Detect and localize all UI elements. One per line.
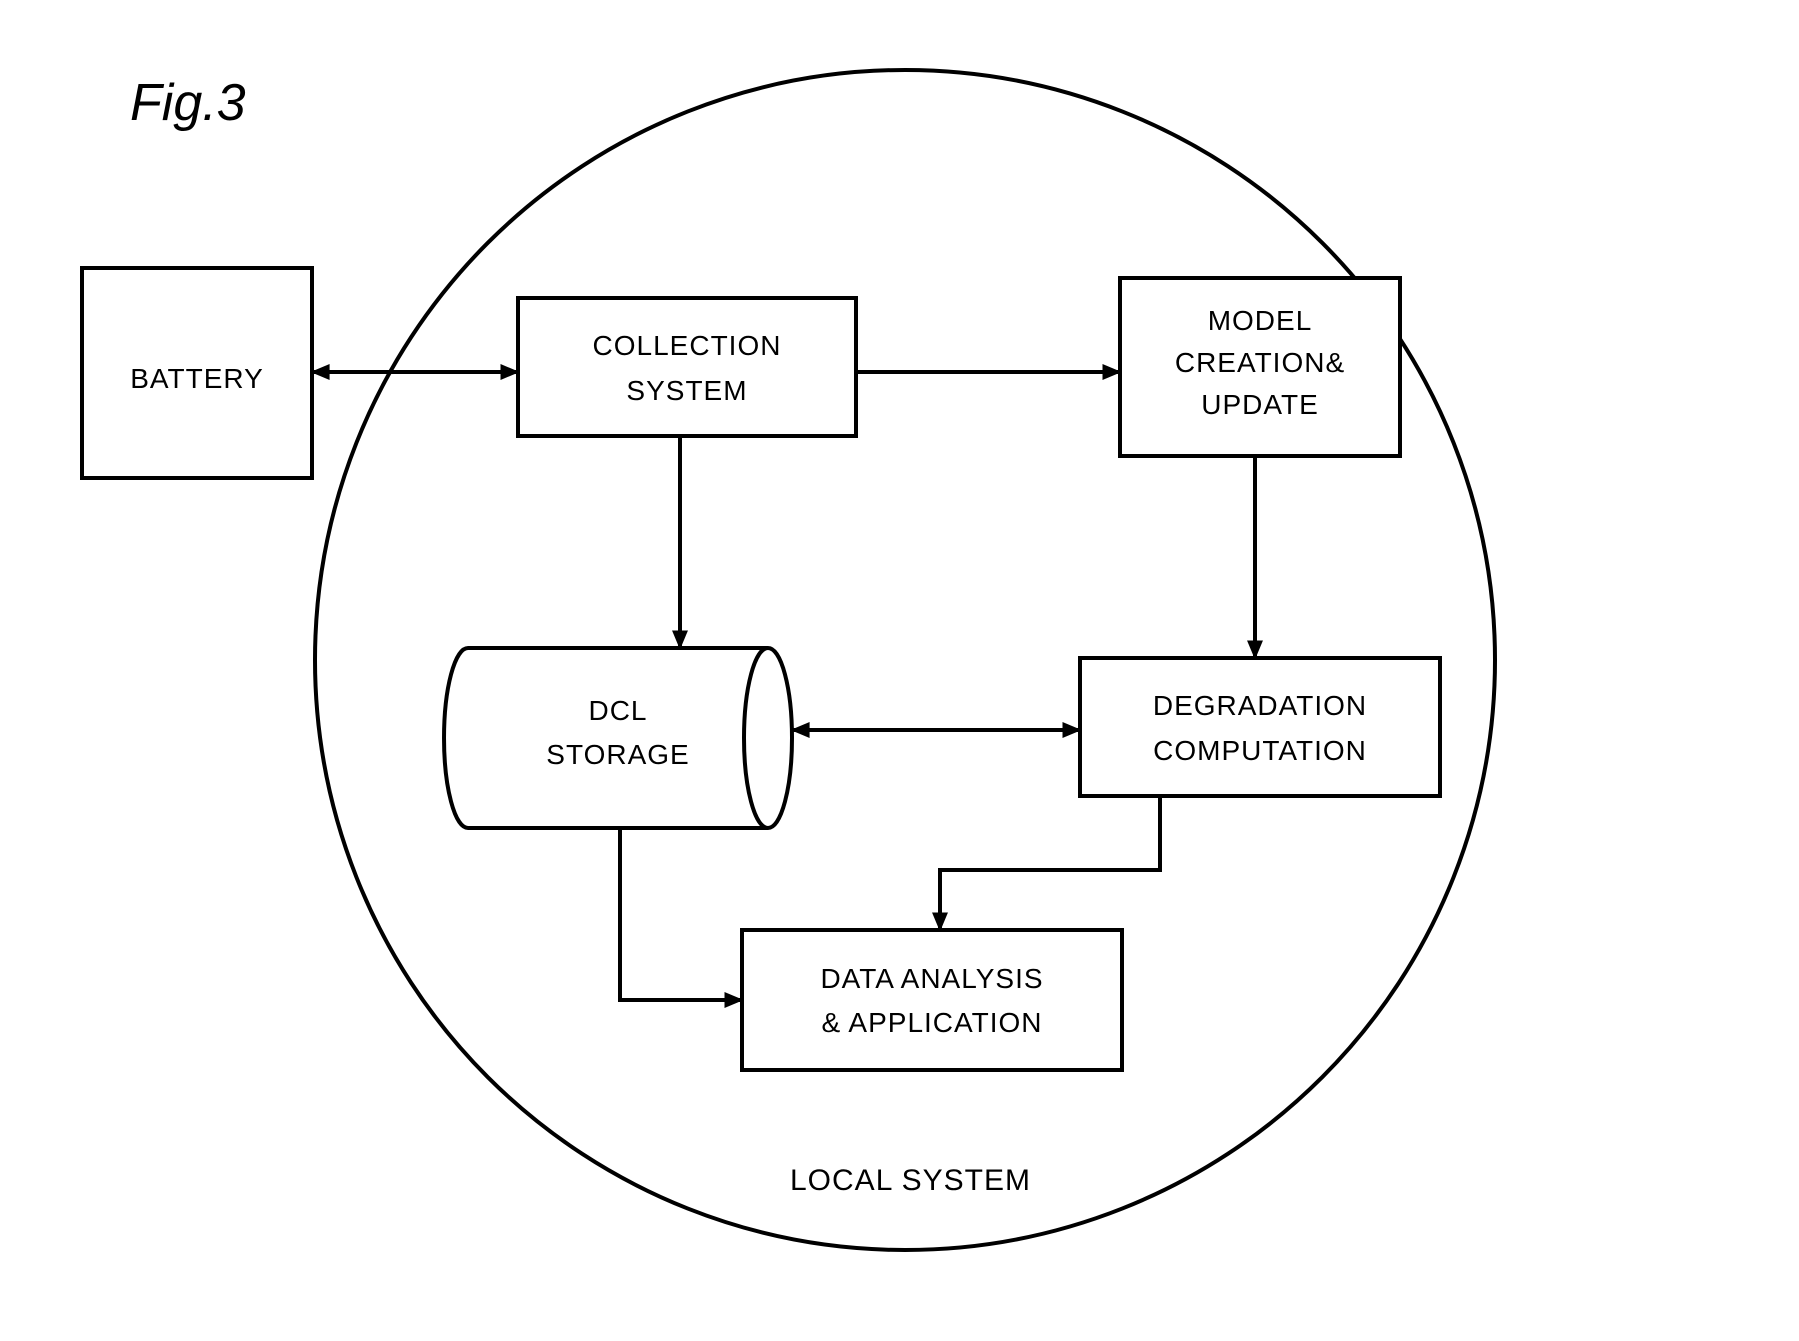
node-degradation: DEGRADATION COMPUTATION	[1080, 658, 1440, 796]
edge-dcl-to-analysis	[620, 828, 742, 1000]
node-dcl-label-0: DCL	[588, 695, 647, 726]
node-model-label-0: MODEL	[1208, 305, 1313, 336]
node-collection-label-1: SYSTEM	[626, 375, 747, 406]
node-model-label-1: CREATION&	[1175, 347, 1345, 378]
node-degradation-label-0: DEGRADATION	[1153, 690, 1367, 721]
node-dcl: DCL STORAGE	[444, 648, 792, 828]
node-analysis-label-1: & APPLICATION	[822, 1007, 1043, 1038]
node-model-label-2: UPDATE	[1201, 389, 1319, 420]
node-collection: COLLECTION SYSTEM	[518, 298, 856, 436]
node-battery-label-0: BATTERY	[130, 363, 264, 394]
edge-degradation-to-analysis	[940, 796, 1160, 930]
node-dcl-label-1: STORAGE	[546, 739, 689, 770]
node-model: MODEL CREATION&UPDATE	[1120, 278, 1400, 456]
figure-label: Fig.3	[130, 74, 246, 132]
node-collection-label-0: COLLECTION	[593, 330, 782, 361]
node-analysis-label-0: DATA ANALYSIS	[820, 963, 1043, 994]
node-degradation-label-1: COMPUTATION	[1153, 735, 1367, 766]
node-analysis: DATA ANALYSIS & APPLICATION	[742, 930, 1122, 1070]
node-battery: BATTERY	[82, 268, 312, 478]
local-system-label: LOCAL SYSTEM	[790, 1164, 1031, 1197]
